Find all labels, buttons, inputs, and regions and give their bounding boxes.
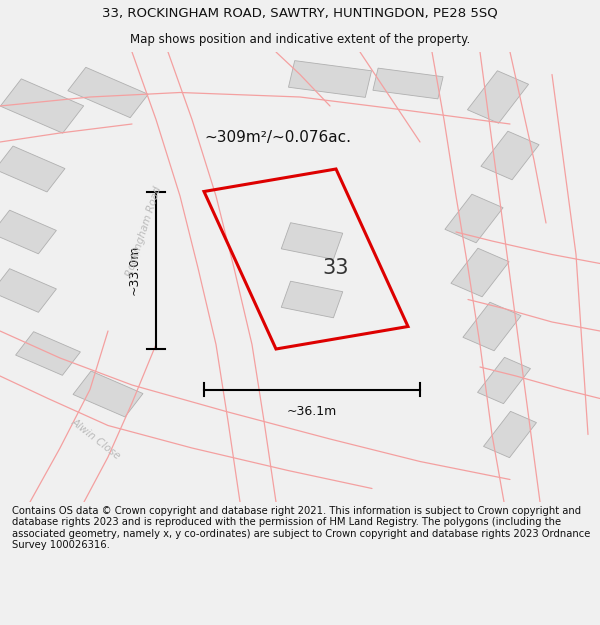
Text: Map shows position and indicative extent of the property.: Map shows position and indicative extent… <box>130 32 470 46</box>
Text: ~36.1m: ~36.1m <box>287 405 337 418</box>
Polygon shape <box>0 146 65 192</box>
Polygon shape <box>0 210 56 254</box>
Polygon shape <box>451 248 509 297</box>
Polygon shape <box>1 79 83 133</box>
Polygon shape <box>289 61 371 98</box>
Text: 33: 33 <box>323 258 349 278</box>
Text: Alwin Close: Alwin Close <box>70 417 122 461</box>
Polygon shape <box>281 281 343 318</box>
Polygon shape <box>467 71 529 123</box>
Polygon shape <box>445 194 503 242</box>
Polygon shape <box>0 269 56 312</box>
Polygon shape <box>281 222 343 259</box>
Polygon shape <box>463 302 521 351</box>
Polygon shape <box>73 371 143 417</box>
Polygon shape <box>16 332 80 376</box>
Polygon shape <box>373 68 443 99</box>
Text: Contains OS data © Crown copyright and database right 2021. This information is : Contains OS data © Crown copyright and d… <box>12 506 590 551</box>
Polygon shape <box>484 411 536 458</box>
Polygon shape <box>478 357 530 404</box>
Polygon shape <box>481 131 539 180</box>
Text: 33, ROCKINGHAM ROAD, SAWTRY, HUNTINGDON, PE28 5SQ: 33, ROCKINGHAM ROAD, SAWTRY, HUNTINGDON,… <box>102 6 498 19</box>
Text: ~33.0m: ~33.0m <box>128 245 141 296</box>
Text: Rockingham Road: Rockingham Road <box>125 186 163 279</box>
Polygon shape <box>68 68 148 118</box>
Text: ~309m²/~0.076ac.: ~309m²/~0.076ac. <box>204 130 351 145</box>
